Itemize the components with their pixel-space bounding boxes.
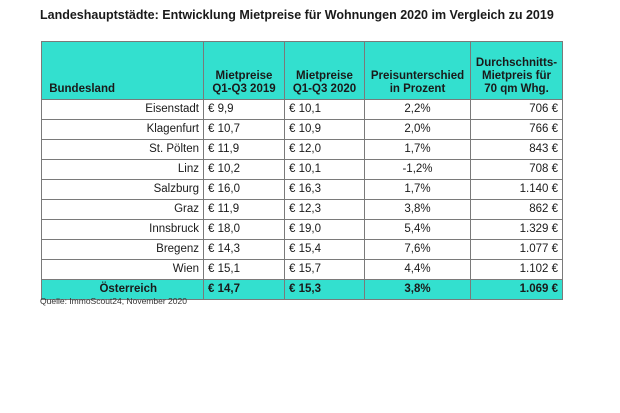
cell-difference: -1,2%: [364, 159, 471, 180]
cell-total-label: Österreich: [41, 279, 204, 300]
cell-difference: 1,7%: [364, 139, 471, 160]
table-row: Salzburg € 16,0 € 16,3 1,7% 1.140 €: [41, 179, 563, 200]
cell-city: Linz: [41, 159, 204, 180]
cell-city: Innsbruck: [41, 219, 204, 240]
total-row: Österreich € 14,7 € 15,3 3,8% 1.069 €: [41, 279, 563, 300]
cell-total-difference: 3,8%: [364, 279, 471, 300]
table-row: St. Pölten € 11,9 € 12,0 1,7% 843 €: [41, 139, 563, 160]
cell-average: 1.140 €: [470, 179, 563, 200]
cell-price-2019: € 16,0: [203, 179, 285, 200]
cell-city: Wien: [41, 259, 204, 280]
cell-total-price-2020: € 15,3: [284, 279, 365, 300]
table-row: Bregenz € 14,3 € 15,4 7,6% 1.077 €: [41, 239, 563, 260]
cell-price-2020: € 12,0: [284, 139, 365, 160]
cell-price-2019: € 11,9: [203, 199, 285, 220]
table-row: Innsbruck € 18,0 € 19,0 5,4% 1.329 €: [41, 219, 563, 240]
cell-price-2020: € 16,3: [284, 179, 365, 200]
cell-average: 1.329 €: [470, 219, 563, 240]
table-row: Graz € 11,9 € 12,3 3,8% 862 €: [41, 199, 563, 220]
header-price-2019: Mietpreise Q1-Q3 2019: [203, 41, 285, 100]
cell-price-2019: € 9,9: [203, 99, 285, 120]
cell-price-2020: € 10,1: [284, 99, 365, 120]
table-row: Klagenfurt € 10,7 € 10,9 2,0% 766 €: [41, 119, 563, 140]
cell-city: Graz: [41, 199, 204, 220]
table-row: Linz € 10,2 € 10,1 -1,2% 708 €: [41, 159, 563, 180]
cell-price-2020: € 19,0: [284, 219, 365, 240]
cell-average: 1.077 €: [470, 239, 563, 260]
cell-price-2019: € 15,1: [203, 259, 285, 280]
cell-price-2019: € 10,7: [203, 119, 285, 140]
rent-price-table: Bundesland Mietpreise Q1-Q3 2019 Mietpre…: [41, 41, 563, 300]
cell-total-average: 1.069 €: [470, 279, 563, 300]
cell-city: Eisenstadt: [41, 99, 204, 120]
cell-price-2020: € 12,3: [284, 199, 365, 220]
cell-difference: 1,7%: [364, 179, 471, 200]
cell-city: Klagenfurt: [41, 119, 204, 140]
cell-price-2019: € 10,2: [203, 159, 285, 180]
header-price-difference: Preisunterschied in Prozent: [364, 41, 471, 100]
cell-price-2019: € 14,3: [203, 239, 285, 260]
cell-city: Bregenz: [41, 239, 204, 260]
cell-average: 708 €: [470, 159, 563, 180]
cell-difference: 4,4%: [364, 259, 471, 280]
header-price-2020: Mietpreise Q1-Q3 2020: [284, 41, 365, 100]
header-average-rent: Durchschnitts-Mietpreis für 70 qm Whg.: [470, 41, 563, 100]
header-row: Bundesland Mietpreise Q1-Q3 2019 Mietpre…: [41, 41, 563, 100]
cell-difference: 7,6%: [364, 239, 471, 260]
source-note: Quelle: ImmoScout24, November 2020: [40, 296, 187, 306]
cell-difference: 2,2%: [364, 99, 471, 120]
table-row: Eisenstadt € 9,9 € 10,1 2,2% 706 €: [41, 99, 563, 120]
cell-price-2020: € 15,4: [284, 239, 365, 260]
cell-price-2019: € 18,0: [203, 219, 285, 240]
cell-price-2020: € 10,9: [284, 119, 365, 140]
cell-average: 843 €: [470, 139, 563, 160]
cell-average: 1.102 €: [470, 259, 563, 280]
cell-average: 862 €: [470, 199, 563, 220]
header-bundesland: Bundesland: [41, 41, 204, 100]
cell-city: St. Pölten: [41, 139, 204, 160]
cell-average: 766 €: [470, 119, 563, 140]
table-row: Wien € 15,1 € 15,7 4,4% 1.102 €: [41, 259, 563, 280]
cell-difference: 3,8%: [364, 199, 471, 220]
cell-price-2020: € 15,7: [284, 259, 365, 280]
table-title: Landeshauptstädte: Entwicklung Mietpreis…: [40, 8, 554, 22]
cell-difference: 5,4%: [364, 219, 471, 240]
cell-average: 706 €: [470, 99, 563, 120]
cell-price-2020: € 10,1: [284, 159, 365, 180]
cell-city: Salzburg: [41, 179, 204, 200]
cell-difference: 2,0%: [364, 119, 471, 140]
cell-total-price-2019: € 14,7: [203, 279, 285, 300]
cell-price-2019: € 11,9: [203, 139, 285, 160]
